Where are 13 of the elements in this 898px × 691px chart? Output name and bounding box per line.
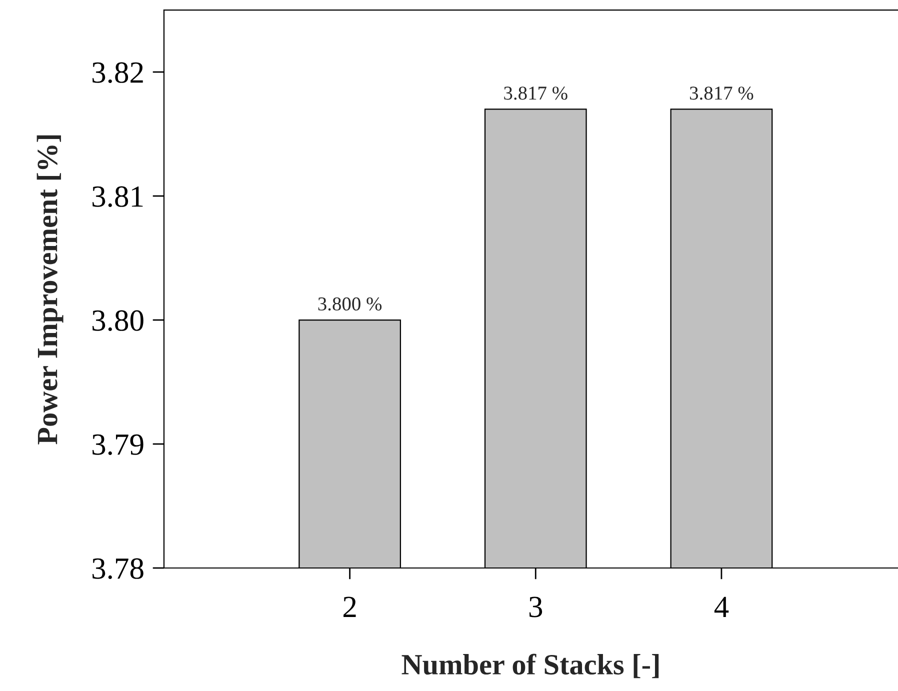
y-tick-label: 3.82 [92, 62, 143, 84]
y-tick-label: 3.79 [92, 434, 144, 456]
x-tick-label: 3 [529, 596, 542, 618]
y-tick-label: 3.81 [92, 186, 143, 208]
x-tick-label: 2 [344, 596, 356, 617]
y-tick-label: 3.78 [92, 558, 144, 580]
data-label: 3.817 % [690, 86, 754, 100]
y-axis-title: Power Improvement [%] [36, 135, 64, 444]
y-tick-label: 3.80 [92, 310, 144, 332]
x-tick-label: 4 [714, 596, 729, 617]
data-label: 3.800 % [318, 297, 382, 311]
x-axis-title: Number of Stacks [-] [402, 654, 659, 678]
data-label: 3.817 % [504, 86, 568, 100]
